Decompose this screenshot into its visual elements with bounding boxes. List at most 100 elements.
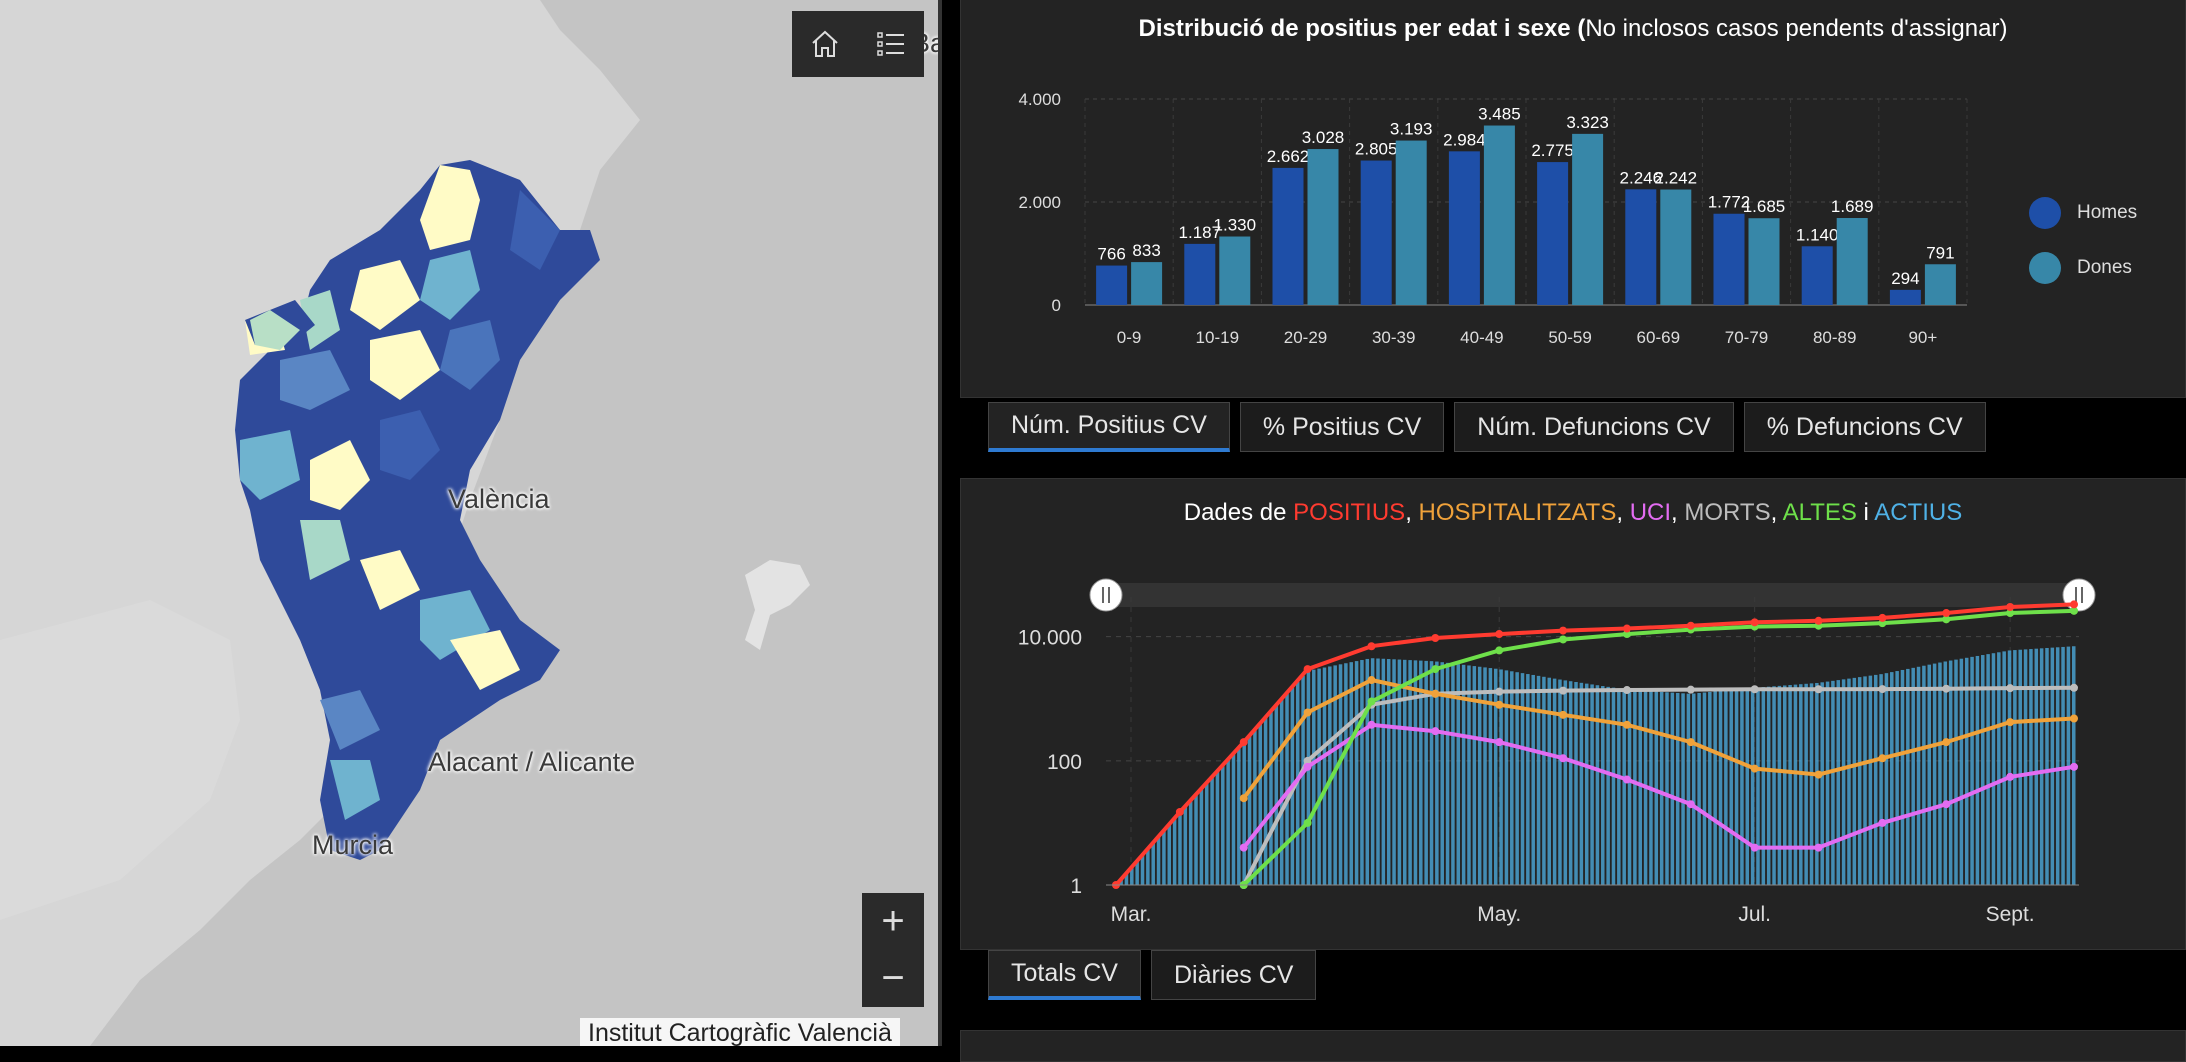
actius-bar[interactable] [1847,678,1851,885]
actius-bar[interactable] [1520,673,1525,885]
series-point-morts[interactable] [1686,685,1695,694]
series-point-altes[interactable] [1559,635,1568,644]
actius-bar[interactable] [1761,687,1766,885]
actius-bar[interactable] [1360,660,1364,885]
range-slider-track[interactable] [1106,583,2079,607]
actius-bar[interactable] [1322,667,1327,885]
actius-bar[interactable] [1156,836,1161,885]
series-point-altes[interactable] [1303,818,1312,827]
actius-bar[interactable] [2039,648,2044,885]
actius-bar[interactable] [1435,661,1439,885]
age-bar-dones[interactable] [1483,125,1515,306]
actius-bar[interactable] [1279,699,1284,885]
actius-bar[interactable] [2007,650,2012,885]
series-point-uci[interactable] [1814,843,1823,852]
series-point-hospitalitzats[interactable] [1303,708,1312,717]
legend-item-homes[interactable]: Homes [2029,197,2137,229]
actius-bar[interactable] [1354,661,1359,885]
series-point-positius[interactable] [1303,665,1312,674]
actius-bar[interactable] [1729,689,1733,885]
actius-bar[interactable] [1713,691,1717,885]
actius-bar[interactable] [1900,669,1905,885]
actius-bar[interactable] [1959,658,1964,885]
series-point-positius[interactable] [1942,609,1951,618]
actius-bar[interactable] [1333,665,1337,885]
actius-bar[interactable] [1692,693,1696,885]
age-bar-dones[interactable] [1836,218,1868,305]
age-bar-homes[interactable] [1272,167,1304,305]
actius-bar[interactable] [1997,652,2001,885]
series-point-uci[interactable] [2070,762,2078,771]
age-bar-homes[interactable] [1184,243,1216,305]
actius-bar[interactable] [1825,681,1830,885]
home-button[interactable] [792,11,858,77]
actius-bar[interactable] [1167,823,1172,885]
series-point-altes[interactable] [1942,615,1951,624]
series-point-morts[interactable] [1878,685,1887,694]
series-point-morts[interactable] [2070,683,2078,692]
actius-bar[interactable] [1328,666,1332,885]
series-line-uci[interactable] [1242,722,2075,850]
actius-bar[interactable] [1740,688,1744,885]
series-line-altes[interactable] [1242,608,2075,887]
actius-bar[interactable] [1526,674,1530,885]
series-point-positius[interactable] [1814,616,1823,625]
series-point-positius[interactable] [1175,807,1184,816]
series-point-uci[interactable] [1367,720,1376,729]
actius-bar[interactable] [1622,689,1626,885]
series-point-morts[interactable] [1750,685,1759,694]
actius-bar[interactable] [1231,753,1236,885]
actius-bar[interactable] [2045,647,2049,885]
series-point-hospitalitzats[interactable] [1686,738,1695,747]
age-bar-homes[interactable] [1096,265,1128,305]
actius-bar[interactable] [1986,654,1990,885]
series-point-morts[interactable] [1622,686,1631,695]
actius-bar[interactable] [1317,668,1321,885]
series-point-hospitalitzats[interactable] [1750,764,1759,773]
actius-bar[interactable] [1873,674,1878,885]
actius-bar[interactable] [1852,677,1857,885]
series-point-morts[interactable] [1814,685,1823,694]
actius-bar[interactable] [1510,671,1514,885]
actius-bar[interactable] [1338,664,1343,885]
actius-bar[interactable] [1756,687,1760,885]
actius-bar[interactable] [1483,667,1487,885]
tab-pct-defuncions[interactable]: % Defuncions CV [1743,402,1986,452]
actius-bar[interactable] [1386,659,1391,885]
series-point-altes[interactable] [2070,606,2078,615]
series-point-uci[interactable] [1239,843,1248,852]
series-point-morts[interactable] [1495,687,1504,696]
series-point-positius[interactable] [1559,626,1568,635]
actius-bar[interactable] [1718,690,1723,885]
actius-bar[interactable] [2055,647,2060,885]
actius-bar[interactable] [1312,669,1316,885]
panel-divider[interactable] [938,0,942,1046]
series-point-hospitalitzats[interactable] [1431,689,1440,698]
actius-bar[interactable] [1579,682,1584,885]
actius-bar[interactable] [2029,649,2033,885]
age-bar-homes[interactable] [1713,213,1745,305]
actius-bar[interactable] [1188,799,1193,885]
actius-bar[interactable] [1178,811,1182,885]
actius-bar[interactable] [1215,770,1220,885]
actius-bar[interactable] [1413,660,1418,885]
series-point-morts[interactable] [1942,684,1951,693]
series-point-altes[interactable] [1495,646,1504,655]
actius-bar[interactable] [1456,664,1461,885]
actius-bar[interactable] [1301,675,1305,885]
actius-bar[interactable] [1884,673,1889,885]
actius-bar[interactable] [1242,741,1246,885]
tab-num-positius[interactable]: Núm. Positius CV [988,402,1230,452]
actius-bar[interactable] [1590,684,1594,885]
actius-bar[interactable] [1542,676,1546,885]
actius-bar[interactable] [2002,651,2006,885]
actius-bar[interactable] [1349,662,1353,885]
actius-bar[interactable] [1831,680,1835,885]
series-point-hospitalitzats[interactable] [2006,718,2015,727]
series-point-uci[interactable] [1622,775,1631,784]
actius-bar[interactable] [1370,658,1375,885]
series-point-positius[interactable] [1495,630,1504,639]
actius-bar[interactable] [1365,658,1370,885]
actius-bar[interactable] [1515,672,1519,885]
actius-bar[interactable] [1419,660,1423,885]
